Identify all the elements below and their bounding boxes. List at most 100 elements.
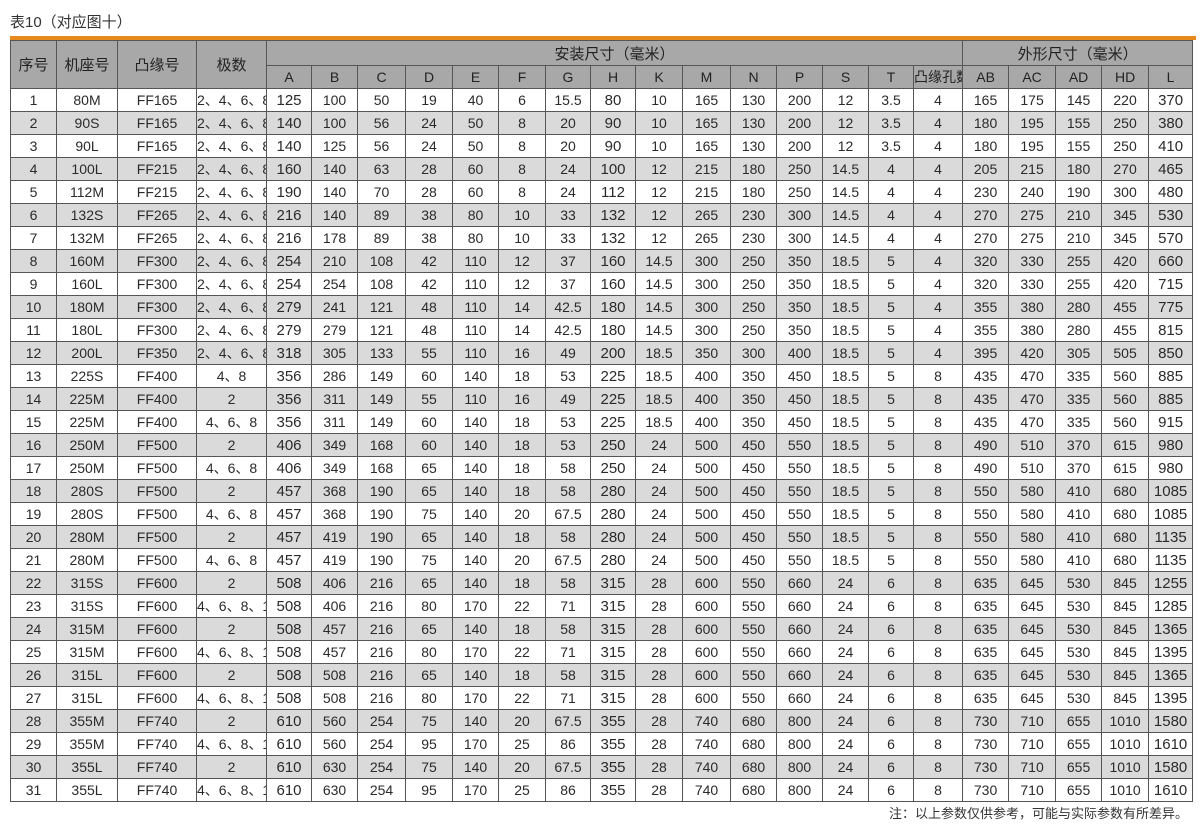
header-col: B <box>311 65 358 89</box>
table-cell: 254 <box>311 272 358 296</box>
table-cell: 20 <box>545 111 591 135</box>
table-cell: 380 <box>1148 111 1194 135</box>
table-row: 4 100L FF215 2、4、6、8 160 140 63 28 60 8 24 100 12 215… <box>10 157 1194 181</box>
table-cell: 18 <box>498 663 546 687</box>
table-cell: 435 <box>962 387 1010 411</box>
table-cell: 55 <box>405 387 453 411</box>
table-cell: 5 <box>868 479 914 503</box>
table-cell: 4、6、8、10 <box>196 594 267 618</box>
table-cell: 112M <box>56 180 118 204</box>
table-cell: 100 <box>311 88 358 112</box>
table-cell: 65 <box>405 456 453 480</box>
table-cell: 1580 <box>1148 755 1194 779</box>
table-cell: 550 <box>730 663 777 687</box>
table-cell: 58 <box>545 571 591 595</box>
table-cell: 80 <box>405 594 453 618</box>
table-cell: 24 <box>635 456 683 480</box>
table-cell: 60 <box>452 180 499 204</box>
table-cell: 1285 <box>1148 594 1194 618</box>
table-cell: 660 <box>776 663 823 687</box>
table-cell: 508 <box>266 686 312 710</box>
table-cell: 550 <box>962 502 1010 526</box>
table-cell: FF740 <box>117 778 197 802</box>
table-cell: 1610 <box>1148 778 1194 802</box>
table-cell: 10 <box>10 295 57 319</box>
header-col: M <box>682 65 731 89</box>
table-cell: 140 <box>452 548 499 572</box>
table-cell: 8 <box>498 134 546 158</box>
table-row: 27315LFF6004、6、8、10508508216801702271315… <box>10 686 1194 710</box>
table-cell: 915 <box>1148 410 1194 434</box>
table-cell: 200 <box>776 111 823 135</box>
table-cell: 315 <box>590 571 636 595</box>
table-cell: 24 <box>635 433 683 457</box>
table-cell: 270 <box>962 203 1010 227</box>
table-row: 6 132S FF265 2、4、6、8 216 140 89 38 80 10 33 132 12 26… <box>10 203 1194 227</box>
table-cell: 280 <box>590 502 636 526</box>
table-cell: 225S <box>56 364 118 388</box>
table-cell: 660 <box>776 617 823 641</box>
table-cell: 457 <box>266 525 312 549</box>
table-cell: 20 <box>498 709 546 733</box>
table-cell: 140 <box>266 134 312 158</box>
table-cell: 22 <box>498 686 546 710</box>
table-cell: 250 <box>730 318 777 342</box>
table-cell: 216 <box>357 594 406 618</box>
table-cell: 216 <box>266 226 312 250</box>
table-cell: 140 <box>452 410 499 434</box>
table-cell: 2、4、6、8 <box>196 203 267 227</box>
table-row: 7 132M FF265 2、4、6、8 216 178 89 38 80 10 33 132 12 26… <box>10 226 1194 250</box>
table-cell: 140 <box>452 433 499 457</box>
table-cell: 14.5 <box>822 203 869 227</box>
table-cell: 160M <box>56 249 118 273</box>
table-cell: 18.5 <box>822 456 869 480</box>
table-cell: 5 <box>868 548 914 572</box>
table-cell: 2 <box>10 111 57 135</box>
table-cell: 165 <box>682 111 731 135</box>
table-cell: 4 <box>912 88 964 112</box>
table-cell: 58 <box>545 479 591 503</box>
table-cell: 845 <box>1101 686 1150 710</box>
table-cell: 250 <box>730 249 777 273</box>
header-col: 凸缘孔数 <box>912 65 964 89</box>
table-cell: 305 <box>311 341 358 365</box>
table-cell: 58 <box>545 663 591 687</box>
table-row: 18 280S FF500 2 457 368 190 65 140 18 58 280 24 500 45… <box>10 479 1194 503</box>
table-cell: 12 <box>10 341 57 365</box>
table-cell: 18 <box>498 410 546 434</box>
table-cell: 80 <box>452 226 499 250</box>
table-cell: 18 <box>498 456 546 480</box>
table-cell: FF400 <box>117 364 197 388</box>
table-cell: 380 <box>1008 318 1057 342</box>
table-cell: 95 <box>405 732 453 756</box>
table-cell: 330 <box>1008 272 1057 296</box>
table-cell: 530 <box>1055 617 1103 641</box>
table-cell: 37 <box>545 249 591 273</box>
table-cell: 4、6、8 <box>196 410 267 434</box>
table-cell: 1365 <box>1148 663 1194 687</box>
table-cell: 8 <box>498 180 546 204</box>
table-cell: 125 <box>311 134 358 158</box>
table-cell: 615 <box>1101 456 1150 480</box>
table-cell: 53 <box>545 364 591 388</box>
table-cell: 22 <box>498 640 546 664</box>
table-cell: 4、6、8 <box>196 456 267 480</box>
table-cell: 180 <box>730 157 777 181</box>
table-cell: 89 <box>357 226 406 250</box>
table-cell: 2 <box>196 663 267 687</box>
table-cell: 8 <box>912 640 964 664</box>
table-cell: FF740 <box>117 732 197 756</box>
table-cell: 112 <box>590 180 636 204</box>
table-cell: 241 <box>311 295 358 319</box>
table-cell: 12 <box>822 134 869 158</box>
table-cell: 455 <box>1101 318 1150 342</box>
table-cell: 660 <box>776 571 823 595</box>
table-cell: FF500 <box>117 548 197 572</box>
table-cell: 4 <box>912 249 964 273</box>
table-cell: 1135 <box>1148 525 1194 549</box>
table-cell: 850 <box>1148 341 1194 365</box>
table-cell: 24 <box>822 663 869 687</box>
table-cell: 2 <box>196 709 267 733</box>
table-cell: 630 <box>311 778 358 802</box>
table-cell: 510 <box>1008 456 1057 480</box>
